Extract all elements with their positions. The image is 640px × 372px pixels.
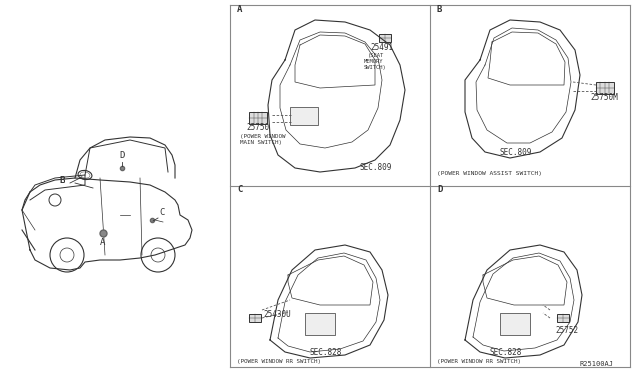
Text: R25100AJ: R25100AJ — [580, 361, 614, 367]
Text: MAIN SWITCH): MAIN SWITCH) — [240, 140, 282, 145]
Text: MEMORY: MEMORY — [364, 59, 383, 64]
Text: SEC.828: SEC.828 — [310, 348, 342, 357]
Bar — [249, 112, 267, 124]
Text: (SEAT: (SEAT — [368, 53, 384, 58]
Text: (POWER WINDOW RR SWITCH): (POWER WINDOW RR SWITCH) — [237, 359, 321, 364]
Text: 25750M: 25750M — [590, 93, 618, 102]
Bar — [379, 34, 391, 42]
Text: A: A — [100, 238, 106, 247]
Text: B: B — [60, 176, 65, 185]
Bar — [249, 314, 261, 322]
Text: D: D — [437, 185, 442, 194]
Bar — [290, 107, 318, 125]
Text: (POWER WINDOW: (POWER WINDOW — [240, 134, 285, 139]
Text: 25750: 25750 — [246, 123, 269, 132]
Text: C: C — [237, 185, 243, 194]
Text: A: A — [237, 5, 243, 14]
Bar — [557, 314, 569, 322]
Text: SEC.809: SEC.809 — [500, 148, 532, 157]
Bar — [305, 313, 335, 335]
Text: 25752: 25752 — [555, 326, 578, 335]
Text: SWITCH): SWITCH) — [364, 65, 387, 70]
Text: 25491: 25491 — [370, 43, 393, 52]
Text: B: B — [60, 176, 65, 185]
Text: (POWER WINDOW RR SWITCH): (POWER WINDOW RR SWITCH) — [437, 359, 521, 364]
Text: SEC.828: SEC.828 — [490, 348, 522, 357]
Bar — [500, 313, 530, 335]
Text: D: D — [119, 151, 125, 160]
Text: C: C — [159, 208, 164, 217]
Bar — [596, 82, 614, 94]
Text: (POWER WINDOW ASSIST SWITCH): (POWER WINDOW ASSIST SWITCH) — [437, 171, 542, 176]
Text: B: B — [437, 5, 442, 14]
Text: 25430U: 25430U — [263, 310, 291, 319]
Text: SEC.809: SEC.809 — [360, 163, 392, 172]
